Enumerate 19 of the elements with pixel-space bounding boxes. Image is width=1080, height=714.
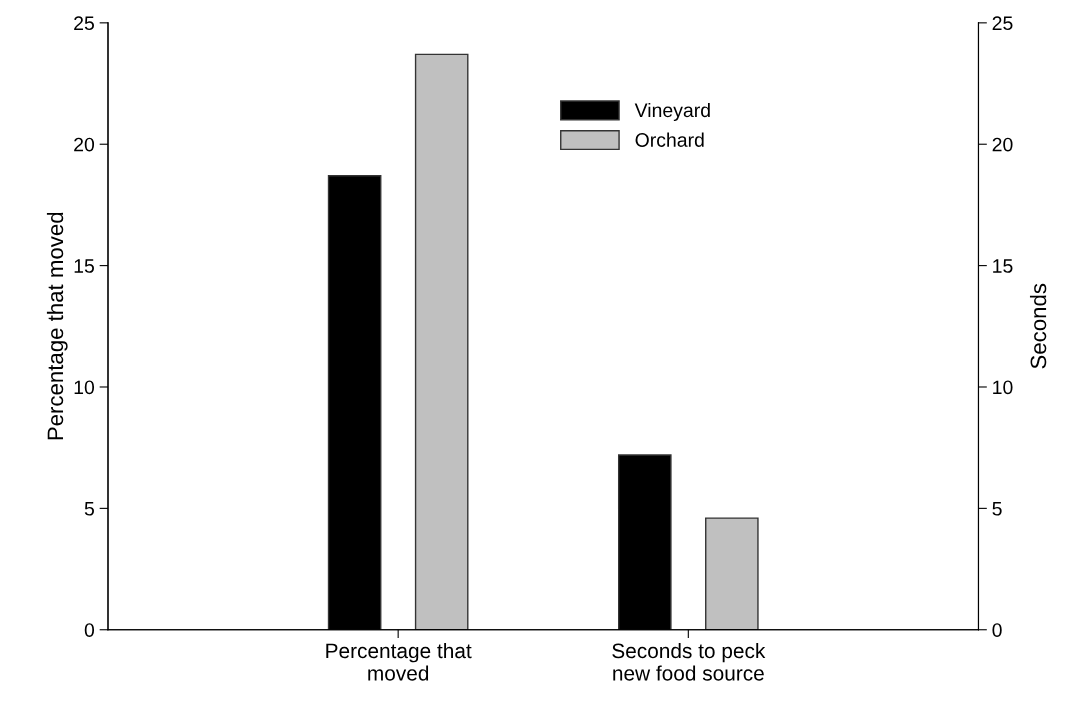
legend-label: Vineyard	[634, 102, 710, 122]
y-tick-label: 5	[84, 502, 94, 516]
y2-tick-label: 15	[993, 259, 1013, 273]
bar	[705, 517, 759, 630]
y2-tick-label: 0	[992, 623, 1002, 637]
y2-tick-label: 10	[993, 380, 1013, 395]
bar	[414, 53, 469, 630]
y-tick-label: 0	[84, 623, 95, 637]
y2-tick-label: 5	[992, 502, 1002, 516]
x-tick-label: Seconds to peck new food source	[612, 642, 766, 681]
y2-tick-label: 25	[992, 16, 1013, 31]
y-axis-title: Percentage that moved	[46, 212, 68, 440]
y-tick-label: 15	[74, 259, 94, 273]
y2-tick-label: 20	[992, 137, 1013, 152]
y-tick-label: 25	[74, 16, 94, 31]
y-tick-label: 10	[74, 380, 95, 395]
legend-label: Orchard	[635, 132, 704, 147]
y-tick-label: 20	[74, 137, 95, 152]
y2-axis-title: Seconds	[1029, 283, 1047, 369]
